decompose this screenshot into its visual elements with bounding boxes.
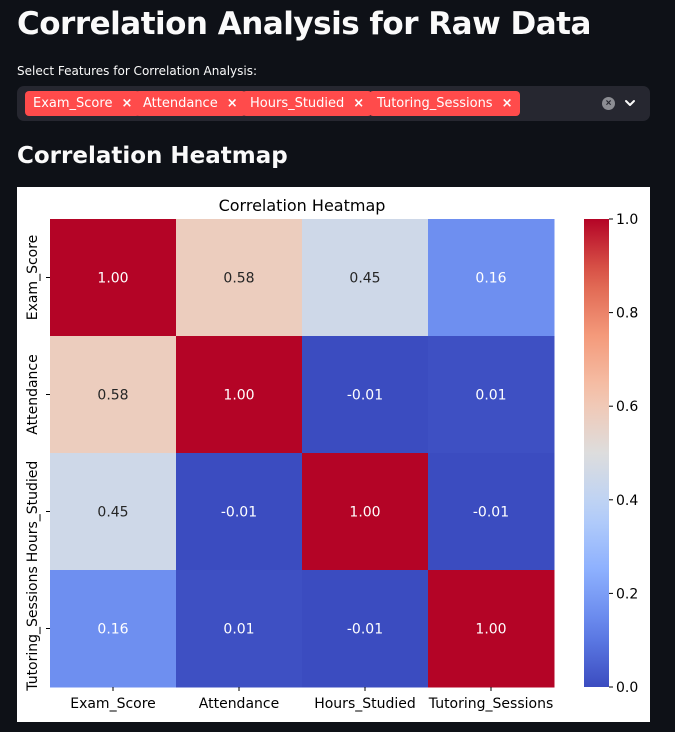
x-tick-label: Attendance (199, 696, 279, 712)
tag-attendance: Attendance × (135, 91, 246, 116)
tag-tutoring-sessions: Tutoring_Sessions × (369, 91, 521, 116)
colorbar-tick-label: 0.8 (616, 306, 638, 322)
feature-select-label: Select Features for Correlation Analysis… (17, 64, 258, 78)
heatmap-cell (50, 453, 177, 571)
heatmap-cell (428, 219, 555, 337)
colorbar-tick-label: 1.0 (616, 212, 638, 228)
colorbar-tick-label: 0.2 (616, 586, 638, 602)
feature-multiselect[interactable]: Exam_Score × Attendance × Hours_Studied … (17, 86, 650, 121)
x-tick-label: Exam_Score (70, 696, 156, 712)
colorbar-tick-label: 0.6 (616, 399, 638, 415)
cell-value-label: 0.16 (475, 271, 506, 287)
colorbar-tick-label: 0.0 (616, 680, 638, 696)
cell-value-label: 1.00 (97, 271, 128, 287)
cell-value-label: 1.00 (349, 505, 380, 521)
cell-value-label: -0.01 (473, 505, 509, 521)
tag-exam-score: Exam_Score × (25, 91, 141, 116)
tag-label: Hours_Studied (250, 96, 345, 111)
remove-tag-icon[interactable]: × (121, 96, 133, 111)
clear-all-icon[interactable]: × (602, 97, 615, 110)
tag-label: Exam_Score (33, 96, 113, 111)
heatmap-cell (302, 219, 429, 337)
heatmap-cell (50, 570, 177, 688)
section-heading: Correlation Heatmap (17, 143, 288, 169)
chart-title: Correlation Heatmap (219, 196, 386, 215)
remove-tag-icon[interactable]: × (353, 96, 365, 111)
heatmap-cell (302, 570, 429, 688)
cell-value-label: -0.01 (221, 505, 257, 521)
cell-value-label: 0.58 (223, 271, 254, 287)
cell-value-label: 0.01 (475, 388, 506, 404)
heatmap-figure: Correlation Heatmap 1.00 0.58 0.45 0.16 0.58 1… (17, 187, 650, 722)
cell-value-label: 0.58 (97, 388, 128, 404)
tag-label: Attendance (143, 96, 218, 111)
tag-label: Tutoring_Sessions (377, 96, 493, 111)
cell-value-label: 1.00 (475, 622, 506, 638)
cell-value-label: 0.16 (97, 622, 128, 638)
heatmap-cell (50, 336, 177, 454)
heatmap-cell (428, 336, 555, 454)
y-tick-label: Hours_Studied (25, 461, 41, 563)
heatmap-cell (176, 336, 303, 454)
cell-value-label: 0.45 (349, 271, 380, 287)
heatmap-cell (176, 453, 303, 571)
heatmap-cell (302, 336, 429, 454)
y-tick-label: Exam_Score (25, 235, 41, 321)
heatmap-cell (428, 453, 555, 571)
y-tick-label: Tutoring_Sessions (25, 566, 41, 691)
heatmap-cell (176, 570, 303, 688)
cell-value-label: 0.01 (223, 622, 254, 638)
colorbar (584, 219, 609, 687)
heatmap-cell (176, 219, 303, 337)
chevron-down-icon[interactable] (623, 96, 637, 110)
heatmap-cell (50, 219, 177, 337)
cell-value-label: -0.01 (347, 388, 383, 404)
tag-hours-studied: Hours_Studied × (242, 91, 373, 116)
colorbar-tick-label: 0.4 (616, 493, 638, 509)
heatmap-cell (302, 453, 429, 571)
cell-value-label: -0.01 (347, 622, 383, 638)
x-tick-label: Hours_Studied (314, 696, 416, 712)
correlation-heatmap: Correlation Heatmap 1.00 0.58 0.45 0.16 0.58 1… (25, 196, 638, 712)
cell-value-label: 0.45 (97, 505, 128, 521)
page-title: Correlation Analysis for Raw Data (17, 6, 591, 42)
heatmap-cell (428, 570, 555, 688)
y-tick-label: Attendance (25, 354, 41, 434)
remove-tag-icon[interactable]: × (226, 96, 238, 111)
x-tick-label: Tutoring_Sessions (428, 696, 553, 712)
cell-value-label: 1.00 (223, 388, 254, 404)
remove-tag-icon[interactable]: × (501, 96, 513, 111)
